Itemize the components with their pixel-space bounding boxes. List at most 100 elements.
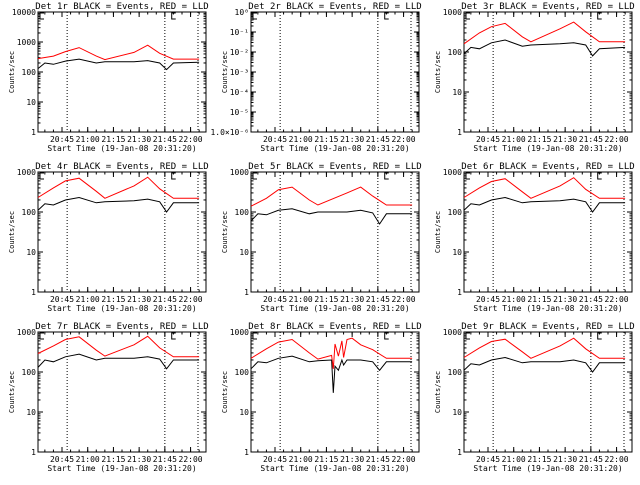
- x-axis-label: Start Time (19-Jan-08 20:31:20): [473, 464, 622, 473]
- interval-bracket: [384, 172, 389, 180]
- x-tick-label: 21:45: [153, 135, 177, 144]
- y-tick-label: 10: [26, 248, 36, 257]
- x-tick-label: 21:00: [76, 135, 100, 144]
- x-tick-label: 22:00: [392, 135, 416, 144]
- x-tick-label: 20:45: [263, 455, 287, 464]
- y-axis-label: Counts/sec: [434, 51, 442, 93]
- y-tick-label: 1: [457, 128, 462, 137]
- x-tick-label: 21:30: [340, 295, 364, 304]
- y-tick-label: 1: [31, 448, 36, 457]
- lld-series-line: [463, 21, 626, 45]
- y-tick-label: 10: [26, 98, 36, 107]
- lld-series-line: [37, 335, 200, 358]
- y-tick-label: 10⁻⁴: [230, 88, 249, 97]
- x-tick-label: 20:45: [476, 135, 500, 144]
- y-tick-label: 10: [452, 408, 462, 417]
- panel-title: Det 6r BLACK = Events, RED = LLD: [461, 162, 634, 172]
- y-tick-label: 1: [244, 288, 249, 297]
- panel-title: Det 3r BLACK = Events, RED = LLD: [461, 2, 634, 12]
- x-tick-label: 21:45: [579, 455, 603, 464]
- x-tick-label: 22:00: [392, 455, 416, 464]
- x-axis-label: Start Time (19-Jan-08 20:31:20): [473, 144, 622, 153]
- x-axis-label: Start Time (19-Jan-08 20:31:20): [47, 464, 196, 473]
- plot-frame: [37, 11, 207, 133]
- panel-title: Det 5r BLACK = Events, RED = LLD: [248, 162, 421, 172]
- events-series-line: [250, 208, 413, 225]
- x-tick-label: 21:15: [314, 455, 338, 464]
- x-tick-label: 21:00: [502, 135, 526, 144]
- panel-8: Det 8r BLACK = Events, RED = LLD 1 10 100 10…: [221, 322, 422, 473]
- y-tick-label: 10000: [12, 8, 36, 17]
- x-tick-label: 20:45: [476, 295, 500, 304]
- x-tick-label: 21:30: [127, 135, 151, 144]
- y-tick-label: 1: [31, 128, 36, 137]
- events-series-line: [463, 356, 626, 373]
- y-tick-label: 10⁻²: [230, 48, 249, 57]
- x-tick-label: 21:15: [527, 295, 551, 304]
- y-tick-label: 10: [239, 248, 249, 257]
- lld-series-line: [250, 186, 413, 207]
- interval-bracket: [465, 332, 470, 340]
- panel-title: Det 8r BLACK = Events, RED = LLD: [248, 322, 421, 332]
- y-tick-label: 1: [457, 448, 462, 457]
- x-tick-label: 21:45: [153, 295, 177, 304]
- x-tick-label: 22:00: [392, 295, 416, 304]
- panel-6: Det 6r BLACK = Events, RED = LLD 1 10 100 10…: [434, 162, 635, 313]
- y-axis-label: Counts/sec: [8, 371, 16, 413]
- y-tick-label: 10: [26, 408, 36, 417]
- interval-bracket: [465, 172, 470, 180]
- events-series-line: [37, 58, 200, 71]
- panel-title: Det 7r BLACK = Events, RED = LLD: [35, 322, 208, 332]
- panel-title: Det 2r BLACK = Events, RED = LLD: [248, 2, 421, 12]
- events-series-line: [37, 196, 200, 213]
- panel-3: Det 3r BLACK = Events, RED = LLD 1 10 100 10…: [434, 2, 635, 153]
- x-tick-label: 21:00: [289, 135, 313, 144]
- events-series-line: [250, 355, 413, 393]
- y-tick-label: 10: [239, 408, 249, 417]
- panel-2: Det 2r BLACK = Events, RED = LLD 1.0×10⁻⁶…: [210, 2, 421, 153]
- y-tick-label: 100: [22, 208, 37, 217]
- interval-bracket: [384, 332, 389, 340]
- events-series-line: [463, 196, 626, 213]
- x-tick-label: 21:30: [553, 455, 577, 464]
- lld-series-line: [463, 337, 626, 359]
- y-tick-label: 10⁻¹: [230, 28, 249, 37]
- y-tick-label: 10⁻⁵: [230, 108, 249, 117]
- x-tick-label: 22:00: [179, 455, 203, 464]
- x-tick-label: 21:15: [527, 135, 551, 144]
- interval-bracket: [171, 332, 176, 340]
- y-tick-label: 100: [235, 208, 250, 217]
- y-tick-label: 1: [31, 288, 36, 297]
- y-axis-label: Counts/sec: [221, 51, 229, 93]
- plot-frame: [250, 171, 420, 293]
- interval-bracket: [597, 172, 602, 180]
- y-axis-label: Counts/sec: [221, 371, 229, 413]
- interval-bracket: [597, 12, 602, 20]
- y-tick-label: 1000: [17, 168, 36, 177]
- y-tick-label: 10⁻³: [230, 68, 249, 77]
- y-axis-label: Counts/sec: [434, 371, 442, 413]
- panel-title: Det 4r BLACK = Events, RED = LLD: [35, 162, 208, 172]
- x-axis-label: Start Time (19-Jan-08 20:31:20): [260, 304, 409, 313]
- panel-4: Det 4r BLACK = Events, RED = LLD 1 10 100 10…: [8, 162, 209, 313]
- x-tick-label: 20:45: [50, 135, 74, 144]
- x-tick-label: 21:15: [314, 295, 338, 304]
- y-tick-label: 1000: [230, 328, 249, 337]
- y-tick-label: 1: [244, 448, 249, 457]
- panel-5: Det 5r BLACK = Events, RED = LLD 1 10 100 10…: [221, 162, 422, 313]
- y-tick-label: 100: [22, 68, 37, 77]
- x-tick-label: 20:45: [50, 295, 74, 304]
- y-axis-label: Counts/sec: [8, 51, 16, 93]
- y-tick-label: 1000: [17, 328, 36, 337]
- interval-bracket: [39, 172, 44, 180]
- events-series-line: [463, 39, 626, 57]
- x-axis-label: Start Time (19-Jan-08 20:31:20): [47, 144, 196, 153]
- x-tick-label: 21:15: [101, 135, 125, 144]
- x-tick-label: 22:00: [179, 135, 203, 144]
- y-tick-label: 10: [452, 248, 462, 257]
- interval-bracket: [252, 332, 257, 340]
- interval-bracket: [252, 172, 257, 180]
- interval-bracket: [597, 332, 602, 340]
- x-axis-label: Start Time (19-Jan-08 20:31:20): [260, 144, 409, 153]
